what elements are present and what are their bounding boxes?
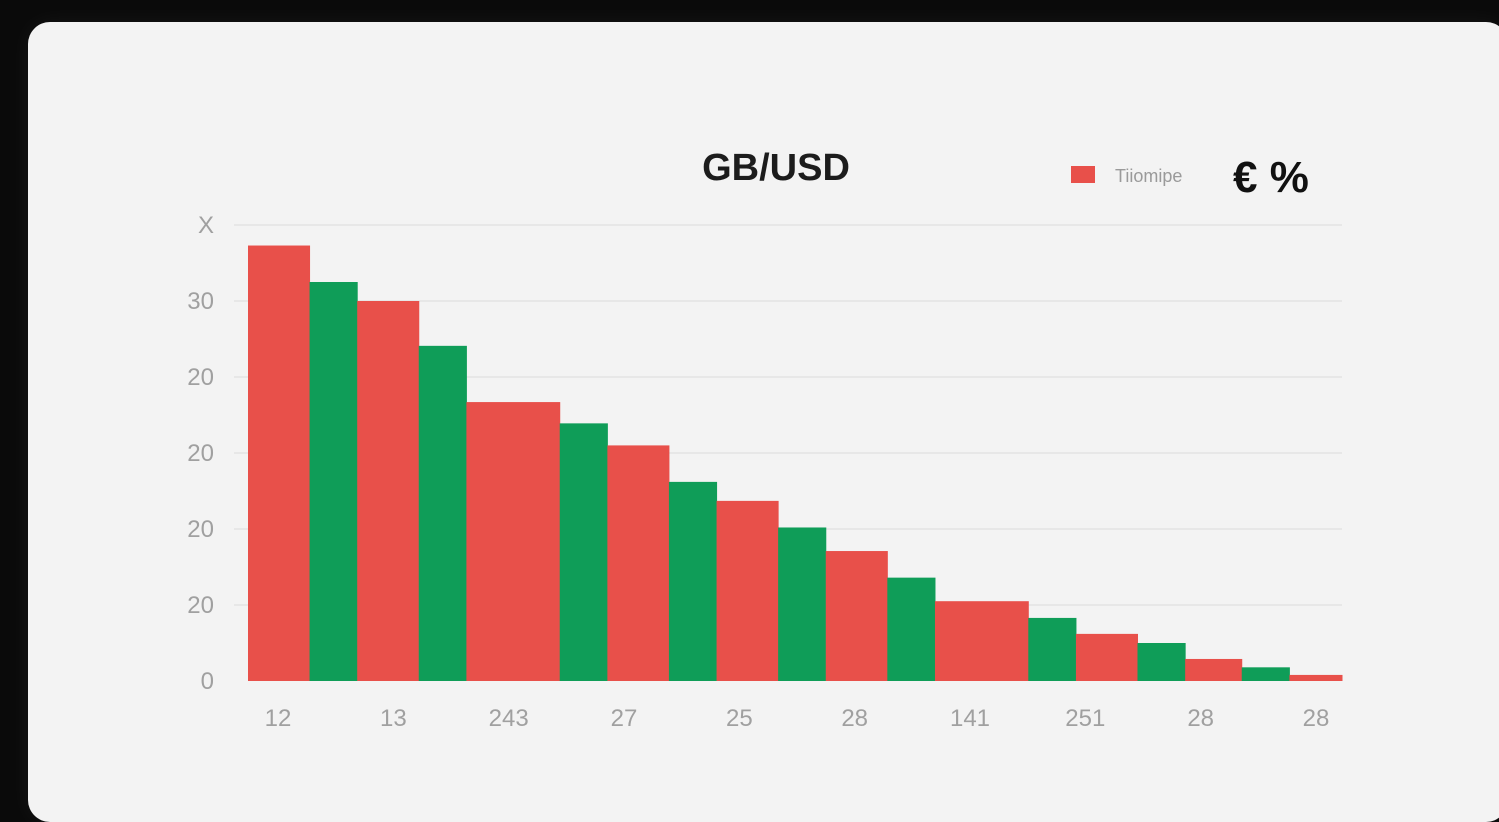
y-tick-label: 20 <box>187 364 214 391</box>
x-tick-label: 28 <box>1303 705 1330 732</box>
bar-chart: 0 20 20 20 20 30 X 12 13 243 27 25 28 141 251 28 28 GB/… <box>187 147 1343 732</box>
x-tick-label: 12 <box>265 705 292 732</box>
y-tick-label: 20 <box>187 592 214 619</box>
x-tick-label: 251 <box>1065 705 1105 732</box>
bar <box>668 481 718 681</box>
bar <box>607 445 670 681</box>
y-tick-label: 20 <box>187 516 214 543</box>
bar <box>248 245 311 681</box>
bar <box>309 282 358 681</box>
x-tick-label: 13 <box>380 705 407 732</box>
bar <box>466 402 561 681</box>
legend-swatch <box>1071 166 1095 183</box>
chart-title: GB/USD <box>702 147 850 189</box>
bar <box>934 601 1029 681</box>
bar <box>1185 658 1243 681</box>
bar <box>1075 633 1138 681</box>
x-tick-label: 243 <box>489 705 529 732</box>
x-tick-label: 28 <box>1187 705 1214 732</box>
x-axis-ticks: 12 13 243 27 25 28 141 251 28 28 <box>265 705 1330 732</box>
x-tick-label: 28 <box>841 705 868 732</box>
bar <box>1137 643 1186 681</box>
legend-symbols: € % <box>1233 153 1309 202</box>
x-tick-label: 27 <box>611 705 638 732</box>
x-tick-label: 141 <box>950 705 990 732</box>
legend: Tiiomipe € % <box>1071 153 1309 202</box>
bar <box>357 301 420 681</box>
y-axis-ticks: 0 20 20 20 20 30 X <box>187 212 214 695</box>
bar <box>1289 674 1343 681</box>
bar <box>418 345 467 681</box>
bar <box>716 500 779 681</box>
x-tick-label: 25 <box>726 705 753 732</box>
bar <box>1028 617 1077 681</box>
y-tick-label: 30 <box>187 288 214 315</box>
y-tick-label: X <box>198 212 214 239</box>
y-tick-label: 0 <box>201 668 214 695</box>
legend-label: Tiiomipe <box>1115 166 1182 186</box>
bar <box>778 527 827 681</box>
y-tick-label: 20 <box>187 440 214 467</box>
bar <box>1241 667 1290 681</box>
bar <box>825 551 888 681</box>
bar <box>887 577 936 681</box>
bar <box>559 423 608 681</box>
bars <box>248 245 1343 681</box>
